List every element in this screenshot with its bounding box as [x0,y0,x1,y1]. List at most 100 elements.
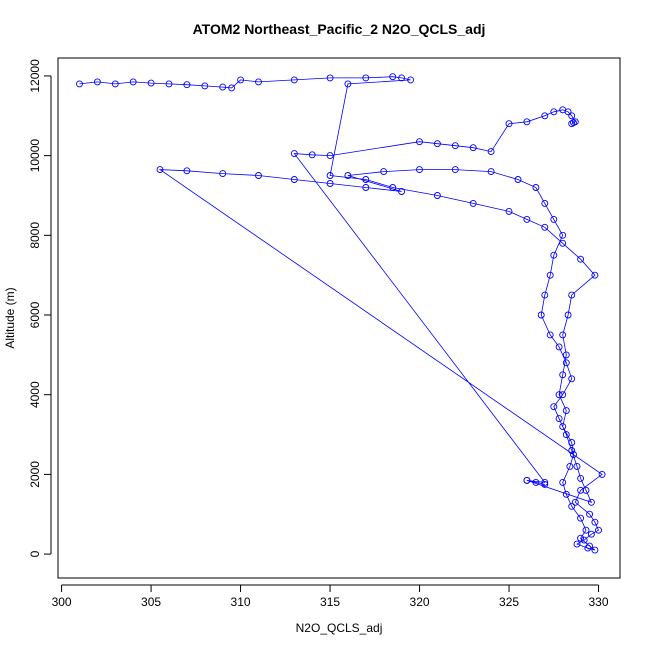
y-axis: 0 2000 4000 6000 8000 10000 12000 [28,59,52,557]
x-tick-label: 320 [410,595,430,609]
data-point [582,526,590,534]
data-point [237,76,245,84]
data-point [407,76,415,84]
data-point [568,439,576,446]
data-series [76,73,606,554]
data-point [595,526,602,534]
data-point [290,176,298,183]
data-point [290,76,298,84]
data-point [469,144,477,152]
data-point [550,215,558,223]
data-point [451,166,459,174]
data-point [559,391,567,399]
data-point [586,510,594,518]
data-point [582,486,590,494]
data-point [111,80,119,88]
data-point [577,534,585,542]
data-point [591,518,599,526]
data-point [523,118,531,126]
data-point [568,112,576,120]
data-point [541,223,549,231]
data-point [562,359,570,367]
data-point [532,184,540,191]
data-point [326,152,334,160]
data-point [255,172,262,179]
data-point [255,78,262,86]
x-tick-label: 325 [499,595,519,609]
data-point [566,462,574,470]
data-point [568,447,576,454]
data-point [577,486,585,494]
data-point [344,80,352,88]
data-point [562,431,570,439]
data-point [433,192,441,199]
data-point [523,476,531,484]
data-point [219,83,227,91]
data-point [559,423,567,431]
chart-title: ATOM2 Northeast_Pacific_2 N2O_QCLS_adj [193,21,486,37]
data-point [416,138,423,146]
data-point [380,168,388,176]
data-point [228,84,236,92]
data-point [326,180,334,187]
data-point [573,462,581,470]
data-point [541,199,549,207]
data-point [487,168,495,176]
y-tick-label: 6000 [28,301,42,328]
data-point [76,80,83,88]
data-point [505,207,513,215]
data-point [586,542,594,550]
data-point [398,74,406,82]
data-point [562,490,570,498]
data-point [546,271,554,279]
y-tick-label: 2000 [28,461,42,488]
data-point [559,231,567,239]
y-tick-label: 8000 [28,222,42,249]
data-point [573,540,581,548]
data-point [541,478,549,486]
x-tick-label: 300 [52,595,72,609]
data-point [580,536,588,544]
data-point [598,470,606,478]
data-point [308,151,316,159]
data-point [326,74,334,82]
data-point [541,112,549,120]
data-point [591,271,599,279]
data-point [523,215,531,223]
data-point [201,82,209,90]
data-point [587,498,595,506]
data-point [591,546,599,554]
data-point [559,239,567,247]
data-point [571,498,579,506]
x-axis-label: N2O_QCLS_adj [296,621,383,635]
data-point [93,78,101,86]
data-point [559,371,567,379]
data-point [416,166,423,174]
data-point [156,166,164,174]
data-point [389,73,397,81]
data-point [537,311,545,319]
data-point [555,391,563,399]
data-point [362,74,370,82]
data-point [577,514,585,522]
data-point [487,148,495,156]
data-point [559,331,567,339]
data-point [550,403,558,411]
data-point [362,184,370,191]
data-point [587,530,595,538]
data-point [568,291,576,299]
y-tick-label: 12000 [28,59,42,93]
data-point [398,188,406,195]
data-point [568,375,576,383]
data-point [550,108,558,116]
data-point [219,170,227,178]
x-tick-label: 315 [320,595,340,609]
data-point [577,255,585,263]
data-point [555,343,563,351]
y-tick-label: 4000 [28,381,42,408]
data-point [564,311,572,319]
x-tick-label: 305 [141,595,161,609]
x-tick-label: 310 [231,595,251,609]
